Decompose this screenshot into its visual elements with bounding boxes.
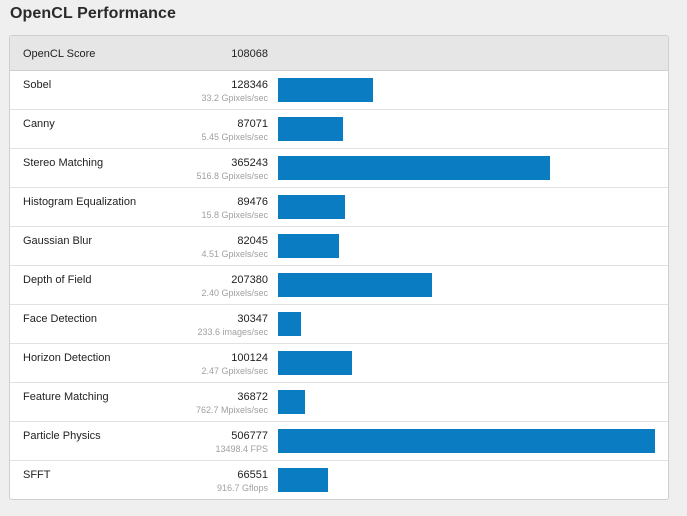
benchmark-score: 89476 xyxy=(237,196,268,208)
benchmark-name: Particle Physics xyxy=(23,430,101,442)
bar-track xyxy=(278,156,658,180)
bar-track xyxy=(278,78,658,102)
benchmark-row-feature-matching: Feature Matching 36872 762.7 Mpixels/sec xyxy=(10,383,668,422)
benchmark-throughput: 916.7 Gflops xyxy=(216,483,268,493)
benchmark-row-canny: Canny 87071 5.45 Gpixels/sec xyxy=(10,110,668,149)
bar-track xyxy=(278,117,658,141)
benchmark-row-stereo-matching: Stereo Matching 365243 516.8 Gpixels/sec xyxy=(10,149,668,188)
benchmark-score: 36872 xyxy=(237,391,268,403)
benchmark-name: Sobel xyxy=(23,79,52,91)
benchmark-row-sobel: Sobel 128346 33.2 Gpixels/sec xyxy=(10,71,668,110)
benchmark-name: Histogram Equalization xyxy=(23,196,137,208)
benchmark-name: Feature Matching xyxy=(23,391,109,403)
benchmark-throughput: 13498.4 FPS xyxy=(215,444,268,454)
score-bar-depth-of-field xyxy=(278,273,432,297)
score-header-row: OpenCL Score 108068 xyxy=(10,36,668,71)
benchmark-throughput: 2.40 Gpixels/sec xyxy=(201,288,268,298)
score-bar-stereo-matching xyxy=(278,156,550,180)
benchmark-score: 30347 xyxy=(237,313,268,325)
score-bar-histogram-equalization xyxy=(278,195,345,219)
bar-track xyxy=(278,195,658,219)
bar-track xyxy=(278,234,658,258)
score-bar-sobel xyxy=(278,78,373,102)
benchmark-throughput: 762.7 Mpixels/sec xyxy=(195,405,268,415)
benchmark-score: 87071 xyxy=(237,118,268,130)
benchmark-row-sfft: SFFT 66551 916.7 Gflops xyxy=(10,461,668,499)
bar-track xyxy=(278,429,658,453)
benchmark-name: Stereo Matching xyxy=(23,157,104,169)
benchmark-row-depth-of-field: Depth of Field 207380 2.40 Gpixels/sec xyxy=(10,266,668,305)
page-title: OpenCL Performance xyxy=(10,5,176,22)
score-bar-sfft xyxy=(278,468,328,492)
benchmark-throughput: 2.47 Gpixels/sec xyxy=(201,366,268,376)
benchmark-score: 207380 xyxy=(231,274,268,286)
benchmark-name: Depth of Field xyxy=(23,274,92,286)
benchmark-throughput: 33.2 Gpixels/sec xyxy=(201,93,268,103)
score-bar-face-detection xyxy=(278,312,301,336)
benchmark-name: Gaussian Blur xyxy=(23,235,93,247)
score-bar-particle-physics xyxy=(278,429,655,453)
score-value: 108068 xyxy=(231,48,268,60)
benchmark-score: 82045 xyxy=(237,235,268,247)
bar-track xyxy=(278,390,658,414)
benchmark-row-horizon-detection: Horizon Detection 100124 2.47 Gpixels/sec xyxy=(10,344,668,383)
score-bar-horizon-detection xyxy=(278,351,352,375)
benchmark-name: Horizon Detection xyxy=(23,352,111,364)
benchmark-throughput: 15.8 Gpixels/sec xyxy=(201,210,268,220)
benchmark-throughput: 233.6 images/sec xyxy=(197,327,268,337)
benchmark-throughput: 5.45 Gpixels/sec xyxy=(201,132,268,142)
benchmark-row-face-detection: Face Detection 30347 233.6 images/sec xyxy=(10,305,668,344)
score-label: OpenCL Score xyxy=(23,48,96,60)
benchmark-name: Face Detection xyxy=(23,313,97,325)
benchmark-row-gaussian-blur: Gaussian Blur 82045 4.51 Gpixels/sec xyxy=(10,227,668,266)
benchmark-score: 66551 xyxy=(237,469,268,481)
bar-track xyxy=(278,468,658,492)
bar-track xyxy=(278,273,658,297)
benchmark-throughput: 4.51 Gpixels/sec xyxy=(201,249,268,259)
score-bar-gaussian-blur xyxy=(278,234,339,258)
benchmark-name: SFFT xyxy=(23,469,51,481)
benchmark-score: 365243 xyxy=(231,157,268,169)
benchmark-row-histogram-equalization: Histogram Equalization 89476 15.8 Gpixels/… xyxy=(10,188,668,227)
benchmark-score: 506777 xyxy=(231,430,268,442)
results-table: OpenCL Score 108068 Sobel 128346 33.2 Gpix… xyxy=(9,35,669,500)
bar-track xyxy=(278,312,658,336)
benchmark-score: 100124 xyxy=(231,352,268,364)
benchmark-name: Canny xyxy=(23,118,55,130)
benchmark-score: 128346 xyxy=(231,79,268,91)
bar-track xyxy=(278,351,658,375)
benchmark-throughput: 516.8 Gpixels/sec xyxy=(196,171,268,181)
score-bar-feature-matching xyxy=(278,390,305,414)
score-bar-canny xyxy=(278,117,343,141)
benchmark-row-particle-physics: Particle Physics 506777 13498.4 FPS xyxy=(10,422,668,461)
